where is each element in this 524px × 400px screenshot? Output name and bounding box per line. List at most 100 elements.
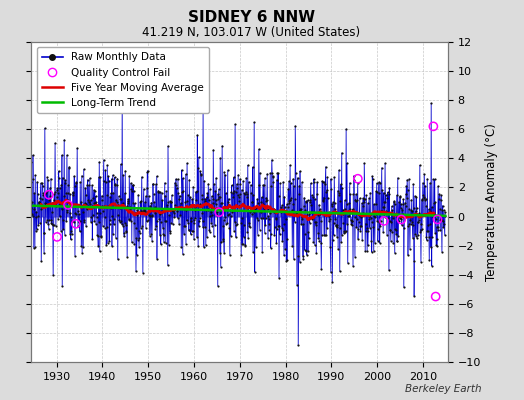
Point [63,207,71,213]
Point [154,188,162,194]
Point [127,180,135,186]
Point [237,220,245,226]
Point [181,171,190,177]
Point [227,189,235,195]
Point [399,196,408,202]
Point [254,200,263,206]
Point [203,234,211,240]
Point [337,239,345,245]
Point [304,235,313,241]
Point [364,228,373,234]
Point [323,225,331,231]
Point [166,198,174,204]
Point [93,214,101,220]
Point [285,198,293,204]
Point [261,222,269,229]
Point [376,180,384,187]
Point [304,248,312,254]
Point [428,204,436,210]
Point [298,216,307,222]
Point [145,212,154,218]
Point [206,186,214,193]
Point [401,214,409,220]
Point [94,243,102,249]
Point [346,216,355,223]
Point [278,238,287,244]
Point [290,218,299,225]
Point [264,206,272,212]
Point [68,218,77,224]
Point [309,194,317,200]
Point [355,212,363,218]
Point [330,220,338,226]
Point [95,219,103,225]
Point [369,176,377,182]
Point [245,209,254,215]
Point [254,217,262,223]
Point [175,196,183,202]
Point [429,212,438,218]
Point [182,207,191,213]
Point [48,200,57,207]
Point [167,199,175,206]
Point [283,236,292,243]
Point [116,204,124,211]
Point [344,260,352,266]
Point [294,190,303,197]
Point [209,196,217,202]
Point [376,240,384,246]
Point [439,218,447,224]
Point [236,176,244,182]
Point [439,224,447,230]
Point [130,200,139,206]
Point [440,232,449,238]
Point [239,234,248,240]
Point [350,173,358,179]
Point [356,228,365,234]
Point [134,192,143,198]
Point [230,174,238,181]
Point [224,198,233,205]
Point [433,216,442,223]
Point [126,206,135,212]
Point [112,198,121,205]
Point [288,243,297,249]
Point [114,202,123,208]
Point [91,188,99,194]
Point [160,180,169,186]
Point [123,254,132,260]
Point [118,221,126,228]
Point [169,208,177,215]
Point [48,208,56,215]
Point [104,202,112,209]
Point [280,193,289,200]
Point [207,219,215,226]
Point [25,196,34,202]
Point [28,199,36,206]
Point [69,192,78,198]
Point [41,219,50,225]
Point [226,206,234,213]
Point [195,223,203,229]
Point [403,187,412,193]
Point [73,203,81,209]
Point [55,202,63,208]
Point [436,227,444,233]
Point [185,176,193,183]
Point [253,196,261,202]
Point [146,212,155,219]
Point [150,199,158,205]
Point [247,198,256,205]
Point [193,234,201,241]
Point [32,226,41,232]
Point [355,219,363,225]
Point [320,179,329,186]
Point [121,190,129,196]
Point [107,205,115,212]
Point [190,236,198,243]
Point [381,160,389,167]
Point [241,243,249,250]
Point [129,188,138,194]
Point [270,231,279,238]
Point [60,192,68,199]
